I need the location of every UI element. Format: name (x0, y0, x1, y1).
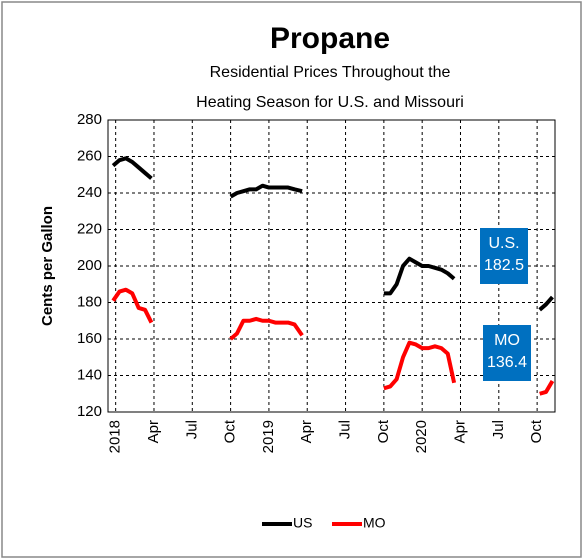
x-tick-label: Apr (145, 420, 162, 443)
y-tick-label: 120 (77, 403, 102, 420)
x-tick-label: Apr (451, 420, 468, 443)
plot-border (107, 119, 556, 413)
x-tick-label: Apr (298, 420, 315, 443)
x-tick-label: Jul (490, 420, 507, 439)
y-tick-label: 180 (77, 293, 102, 310)
chart-subtitle: Residential Prices Throughout the (210, 64, 451, 81)
x-tick-label: Jul (183, 420, 200, 439)
x-tick-label: 2019 (260, 420, 277, 453)
annotation-text: U.S. (488, 235, 519, 252)
y-tick-label: 240 (77, 184, 102, 201)
x-tick-label: Oct (528, 419, 545, 443)
annotation-box (483, 325, 531, 381)
chart-title: Propane (270, 22, 390, 55)
y-tick-label: 220 (77, 220, 102, 237)
series-line (111, 287, 555, 396)
y-tick-label: 280 (77, 111, 102, 128)
y-axis-label: Cents per Gallon (39, 206, 56, 326)
y-tick-label: 140 (77, 366, 102, 383)
legend-label: MO (363, 515, 386, 531)
x-tick-label: Oct (375, 419, 392, 443)
x-tick-label: 2020 (413, 420, 430, 453)
y-tick-label: 160 (77, 330, 102, 347)
y-tick-label: 200 (77, 257, 102, 274)
y-tick-label: 260 (77, 147, 102, 164)
x-tick-label: 2018 (107, 420, 124, 453)
annotation-text: 182.5 (484, 257, 524, 274)
legend-label: US (293, 515, 312, 531)
x-tick-label: Oct (222, 419, 239, 443)
x-tick-label: Jul (337, 420, 354, 439)
chart-subtitle: Heating Season for U.S. and Missouri (196, 94, 464, 111)
annotation-text: 136.4 (487, 354, 527, 371)
annotation-box (480, 228, 528, 284)
series-line (111, 156, 554, 312)
annotation-text: MO (494, 332, 520, 349)
